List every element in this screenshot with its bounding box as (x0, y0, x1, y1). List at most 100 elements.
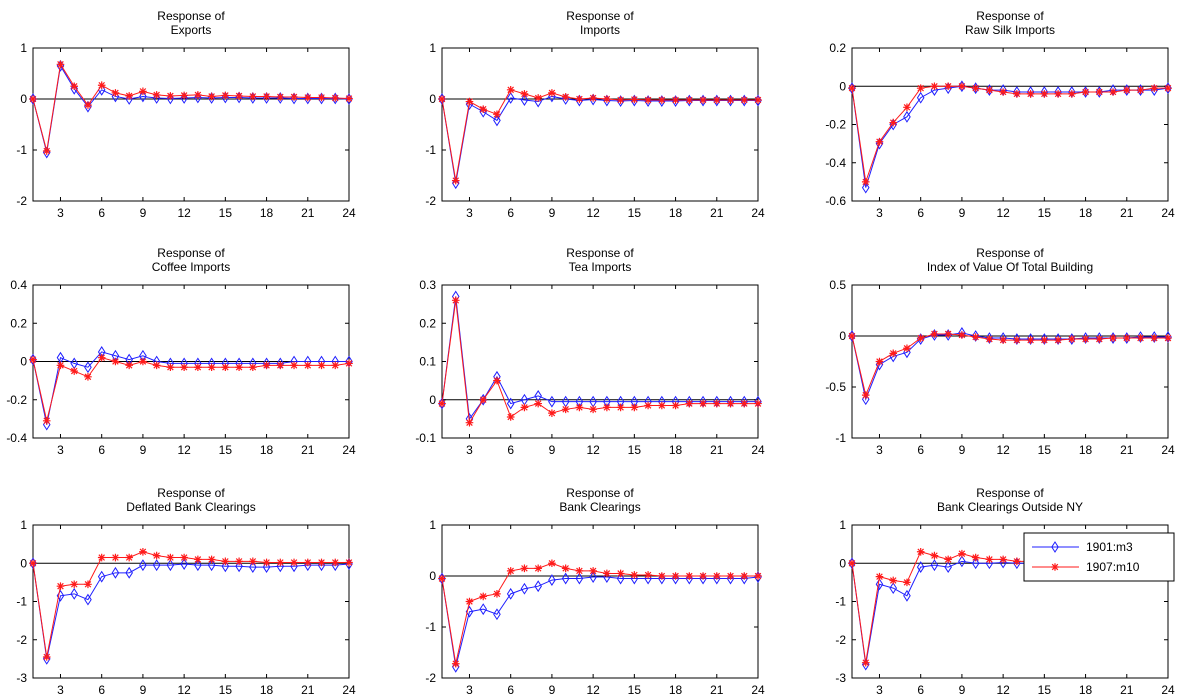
chart-title-line: Response of (157, 9, 225, 23)
data-point (561, 564, 570, 573)
data-point (1013, 336, 1021, 344)
data-point (125, 92, 133, 100)
data-point (493, 110, 501, 119)
data-point (493, 376, 501, 385)
data-point (139, 87, 147, 96)
data-point (84, 373, 92, 381)
data-point (548, 574, 556, 587)
data-point (249, 363, 257, 372)
data-point (685, 572, 694, 580)
data-point (616, 569, 625, 578)
data-point (644, 96, 652, 104)
data-point (658, 572, 666, 585)
legend-label: 1901:m3 (1086, 540, 1133, 554)
data-point (331, 94, 340, 102)
data-point (534, 580, 542, 593)
x-tick-label: 6 (507, 443, 514, 457)
x-tick-label: 24 (1161, 683, 1175, 697)
data-point (1164, 84, 1172, 92)
chart-title-line: Response of (976, 486, 1044, 500)
data-point (916, 84, 925, 92)
data-point (84, 101, 92, 109)
x-tick-label: 18 (1079, 683, 1093, 697)
chart-title-line: Coffee Imports (152, 260, 230, 274)
y-tick-label: -0.2 (6, 393, 27, 407)
data-point (740, 94, 749, 107)
data-point (985, 335, 994, 343)
data-point (958, 331, 966, 339)
data-point (603, 95, 611, 103)
y-tick-label: -2 (16, 633, 27, 647)
data-point (754, 399, 762, 408)
y-tick-label: 0.3 (419, 278, 436, 292)
data-point (111, 566, 120, 579)
chart-title-line: Response of (157, 486, 225, 500)
x-tick-label: 18 (1079, 443, 1093, 457)
data-point (671, 95, 680, 107)
data-point (194, 559, 202, 572)
data-point (889, 349, 898, 358)
data-point (548, 409, 556, 417)
data-point (1040, 90, 1049, 98)
legend-box (1023, 532, 1175, 582)
y-tick-label: -2 (16, 194, 27, 208)
data-point (520, 90, 529, 98)
y-tick-label: -2 (835, 633, 846, 647)
data-point (699, 572, 707, 580)
chart-title-line: Imports (580, 23, 620, 37)
data-point (930, 329, 939, 341)
data-point (125, 553, 133, 562)
data-point (479, 603, 488, 616)
data-point (331, 559, 340, 572)
plot-area (441, 284, 759, 439)
data-point (303, 93, 312, 102)
data-point (152, 361, 161, 370)
x-tick-label: 6 (507, 206, 514, 220)
y-tick-label: 0 (429, 569, 436, 583)
data-point (152, 91, 161, 99)
data-point (958, 549, 966, 558)
data-point (438, 574, 446, 583)
data-point (630, 94, 639, 107)
data-point (451, 659, 460, 668)
chart-title-line: Response of (976, 9, 1044, 23)
data-point (506, 413, 515, 421)
x-tick-label: 3 (57, 206, 64, 220)
y-tick-label: -0.1 (415, 431, 436, 445)
chart-title-line: Tea Imports (569, 260, 632, 274)
data-point (70, 367, 79, 375)
legend-marker (1051, 541, 1059, 553)
data-point (889, 118, 898, 127)
data-point (971, 84, 980, 92)
data-point (506, 92, 515, 104)
data-point (575, 95, 584, 103)
data-point (70, 82, 79, 95)
x-tick-label: 12 (996, 206, 1010, 220)
data-point (303, 558, 312, 567)
x-tick-label: 24 (751, 443, 765, 457)
data-point (1040, 336, 1049, 344)
data-point (930, 551, 939, 560)
data-point (451, 176, 460, 185)
x-tick-label: 12 (586, 683, 600, 697)
y-tick-label: -0.4 (6, 431, 27, 445)
data-point (42, 653, 51, 661)
y-tick-label: -3 (835, 671, 846, 685)
data-point (331, 361, 340, 370)
plot-area (32, 47, 350, 202)
data-point (235, 557, 243, 566)
data-point (290, 361, 298, 370)
data-point (916, 547, 925, 556)
data-point (616, 96, 625, 104)
data-point (303, 92, 312, 105)
data-point (958, 555, 966, 568)
data-point (999, 336, 1007, 344)
data-point (70, 587, 79, 600)
y-tick-label: -0.4 (825, 156, 846, 170)
data-point (152, 559, 161, 572)
